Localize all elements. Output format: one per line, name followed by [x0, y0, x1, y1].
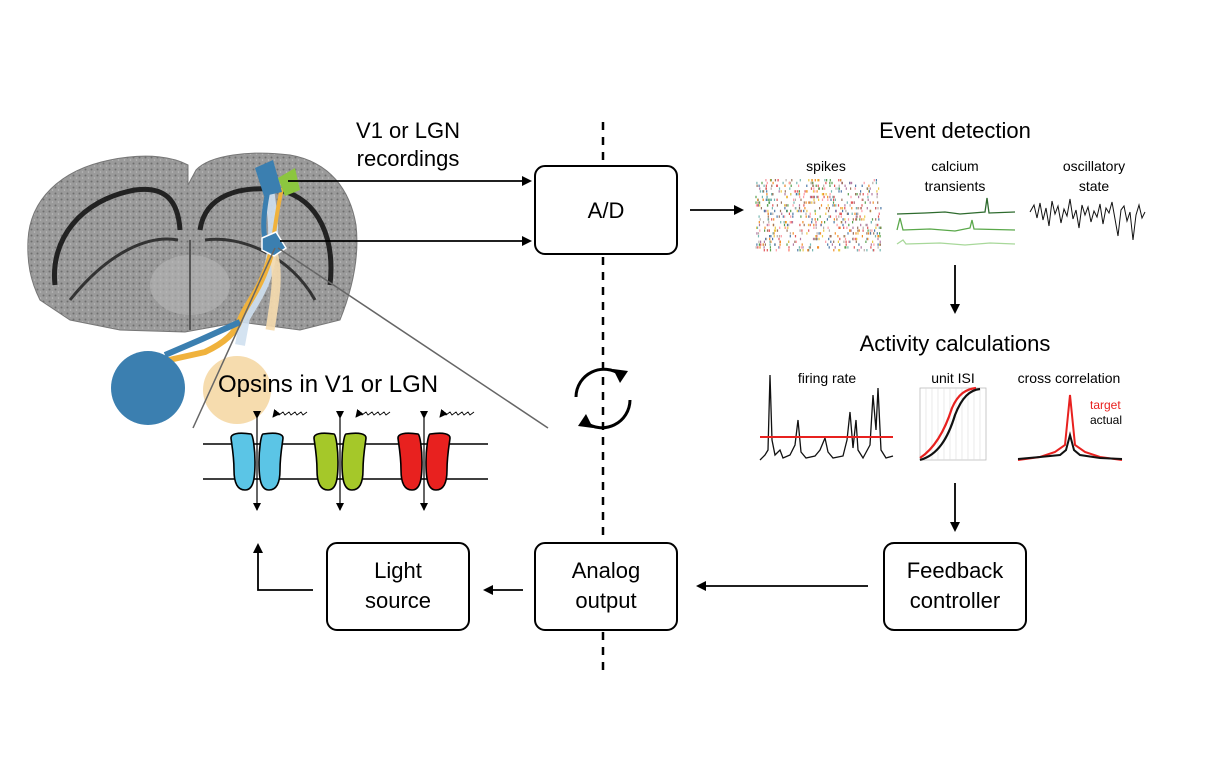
- unit-isi-plot: [919, 386, 987, 462]
- opsin-subunit: [397, 432, 423, 491]
- light-source-label-line1: Light: [374, 558, 422, 583]
- v1-neuron-soma: [111, 351, 185, 425]
- firing-rate-plot: [759, 374, 894, 461]
- light-photon-arrow: [355, 409, 391, 418]
- analog-output-label-line2: output: [575, 588, 636, 613]
- light-source-label-line2: source: [365, 588, 431, 613]
- opsin-subunit: [313, 432, 339, 491]
- opsin-channels: [230, 409, 475, 511]
- firing-rate-label: firing rate: [798, 370, 857, 386]
- target-legend: target: [1090, 398, 1121, 412]
- red-opsin-channel: [397, 409, 475, 511]
- neural-pathway-overlay: [159, 160, 300, 365]
- blue-opsin-channel: [230, 409, 308, 511]
- recordings-label-line2: recordings: [357, 146, 460, 171]
- analog-output-label-line1: Analog: [572, 558, 641, 583]
- feedback-controller-label-line1: Feedback: [907, 558, 1005, 583]
- opsins-label: Opsins in V1 or LGN: [218, 371, 438, 398]
- cross-correlation-plot: [1017, 394, 1123, 461]
- oscillatory-label-line1: oscillatory: [1063, 158, 1125, 174]
- light-photon-arrow: [439, 409, 475, 418]
- spike-raster-plot: [755, 179, 882, 252]
- opsin-subunit: [230, 432, 256, 491]
- light-to-opsins-arrow: [253, 543, 313, 591]
- event-detection-title: Event detection: [879, 118, 1031, 143]
- light-source-box: [326, 542, 470, 631]
- calcium-transient-traces: [896, 197, 1016, 246]
- recordings-label-line1: V1 or LGN: [356, 118, 460, 143]
- calcium-label-line2: transients: [925, 178, 986, 194]
- oscillatory-label-line2: state: [1079, 178, 1110, 194]
- lgn-neuron-soma: [203, 356, 271, 424]
- analog-output-box: [534, 542, 678, 631]
- feedback-controller-label-line2: controller: [910, 588, 1000, 613]
- zoom-line-right: [277, 247, 549, 429]
- oscillatory-trace: [1029, 198, 1146, 241]
- ad-converter-box: [534, 165, 678, 255]
- actual-legend: actual: [1090, 413, 1122, 427]
- spikes-label: spikes: [806, 158, 846, 174]
- activity-calculations-title: Activity calculations: [860, 331, 1051, 356]
- opsin-subunit: [341, 432, 367, 491]
- zoom-line-left: [192, 247, 276, 429]
- brain-section-image: [27, 152, 358, 333]
- light-photon-arrow: [272, 409, 308, 418]
- cross-correlation-label: cross correlation: [1018, 370, 1121, 386]
- feedback-controller-box: [883, 542, 1027, 631]
- green-opsin-channel: [313, 409, 391, 511]
- refresh-cycle-icon: [574, 367, 632, 430]
- opsin-subunit: [258, 432, 284, 491]
- calcium-label-line1: calcium: [931, 158, 978, 174]
- unit-isi-label: unit ISI: [931, 370, 975, 386]
- opsin-subunit: [425, 432, 451, 491]
- ad-converter-label: A/D: [588, 198, 625, 223]
